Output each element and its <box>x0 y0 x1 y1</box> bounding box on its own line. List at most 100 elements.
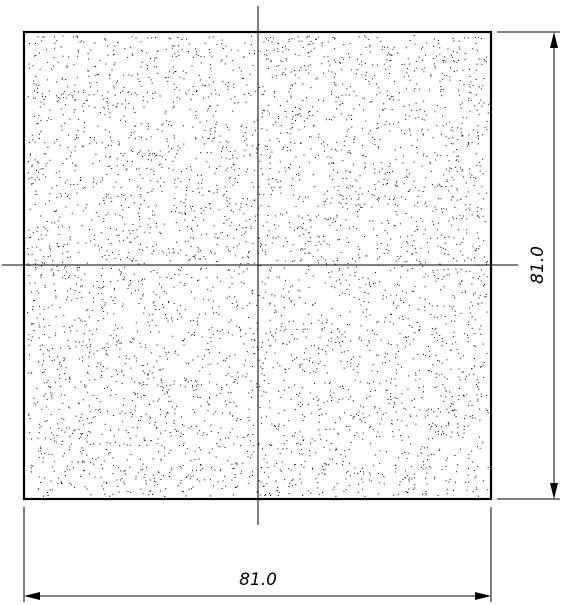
stipple-dot <box>449 76 451 78</box>
stipple-dot <box>355 204 357 206</box>
stipple-dot <box>42 93 44 95</box>
stipple-dot <box>101 371 103 373</box>
stipple-dot <box>455 341 457 343</box>
stipple-dot <box>372 329 374 331</box>
stipple-dot <box>387 183 388 184</box>
stipple-dot <box>163 347 165 349</box>
stipple-dot <box>127 432 129 433</box>
stipple-dot <box>33 300 35 301</box>
stipple-dot <box>207 288 209 290</box>
stipple-dot <box>364 162 366 164</box>
stipple-dot <box>155 427 157 429</box>
stipple-dot <box>308 111 309 113</box>
stipple-dot <box>207 410 209 412</box>
stipple-dot <box>38 115 40 117</box>
stipple-dot <box>90 494 92 496</box>
stipple-dot <box>270 270 272 272</box>
stipple-dot <box>387 252 389 254</box>
stipple-dot <box>290 95 292 97</box>
stipple-dot <box>278 390 280 392</box>
stipple-dot <box>217 432 219 434</box>
stipple-dot <box>90 431 92 433</box>
stipple-dot <box>253 338 255 340</box>
stipple-dot <box>258 186 260 188</box>
stipple-dot <box>188 331 190 333</box>
stipple-dot <box>173 45 175 47</box>
stipple-dot <box>140 396 142 398</box>
stipple-dot <box>270 155 272 157</box>
stipple-dot <box>226 147 227 148</box>
stipple-dot <box>419 409 421 411</box>
stipple-dot <box>36 170 37 171</box>
stipple-dot <box>101 95 103 97</box>
stipple-dot <box>468 453 470 455</box>
stipple-dot <box>159 276 161 278</box>
stipple-dot <box>233 83 235 85</box>
stipple-dot <box>212 485 214 487</box>
stipple-dot <box>349 195 351 197</box>
stipple-dot <box>482 215 484 217</box>
stipple-dot <box>168 400 170 402</box>
stipple-dot <box>348 448 350 450</box>
stipple-dot <box>263 94 265 95</box>
stipple-dot <box>129 466 131 468</box>
stipple-dot <box>458 89 460 91</box>
stipple-dot <box>352 258 353 260</box>
stipple-dot <box>185 254 187 256</box>
stipple-dot <box>167 392 168 394</box>
stipple-dot <box>346 426 348 428</box>
stipple-dot <box>484 60 486 62</box>
stipple-dot <box>308 161 310 163</box>
stipple-dot <box>363 473 365 475</box>
stipple-dot <box>174 182 176 184</box>
stipple-dot <box>344 412 345 414</box>
stipple-dot <box>211 140 213 142</box>
stipple-dot <box>481 105 483 107</box>
stipple-dot <box>207 110 209 112</box>
stipple-dot <box>152 214 154 216</box>
stipple-dot <box>307 118 309 119</box>
stipple-dot <box>74 139 76 140</box>
stipple-dot <box>130 280 131 281</box>
stipple-dot <box>394 403 396 405</box>
stipple-dot <box>223 359 225 361</box>
stipple-dot <box>282 146 284 148</box>
stipple-dot <box>434 65 436 67</box>
stipple-dot <box>439 335 441 336</box>
stipple-dot <box>347 267 349 269</box>
stipple-dot <box>453 40 455 42</box>
stipple-dot <box>372 429 374 431</box>
stipple-dot <box>209 479 211 481</box>
stipple-dot <box>105 196 107 198</box>
stipple-dot <box>93 139 95 141</box>
stipple-dot <box>248 251 250 253</box>
stipple-dot <box>139 219 141 221</box>
stipple-dot <box>486 395 488 396</box>
stipple-dot <box>409 79 411 81</box>
stipple-dot <box>471 142 473 143</box>
stipple-dot <box>226 297 228 299</box>
stipple-dot <box>450 402 452 404</box>
stipple-dot <box>452 490 454 491</box>
stipple-dot <box>224 63 226 65</box>
stipple-dot <box>302 440 304 442</box>
stipple-dot <box>207 401 208 403</box>
stipple-dot <box>275 121 277 123</box>
stipple-dot <box>371 194 373 196</box>
stipple-dot <box>277 429 279 431</box>
stipple-dot <box>209 133 211 135</box>
stipple-dot <box>90 462 92 463</box>
stipple-dot <box>282 51 284 53</box>
stipple-dot <box>128 91 130 93</box>
stipple-dot <box>244 149 246 151</box>
stipple-dot <box>87 70 89 72</box>
stipple-dot <box>343 145 345 147</box>
stipple-dot <box>401 130 402 132</box>
stipple-dot <box>323 240 325 242</box>
stipple-dot <box>222 147 223 149</box>
stipple-dot <box>317 235 319 237</box>
stipple-dot <box>336 108 337 110</box>
stipple-dot <box>346 361 348 363</box>
stipple-dot <box>310 64 312 66</box>
stipple-dot <box>74 164 76 166</box>
